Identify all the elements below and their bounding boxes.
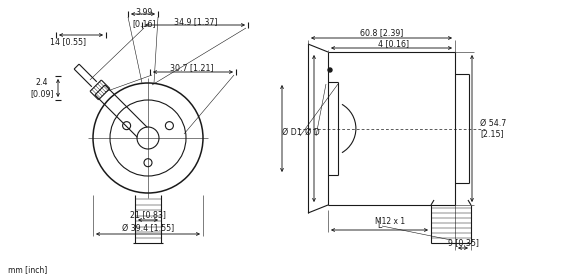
Text: Ø 39.4 [1.55]: Ø 39.4 [1.55]	[122, 225, 174, 234]
Text: 30.7 [1.21]: 30.7 [1.21]	[170, 64, 214, 73]
Text: M12 x 1: M12 x 1	[375, 218, 405, 227]
Text: Ø D1: Ø D1	[282, 128, 302, 136]
Text: 9 [0.35]: 9 [0.35]	[447, 239, 479, 247]
Text: 60.8 [2.39]: 60.8 [2.39]	[360, 28, 403, 37]
Text: 2.4
[0.09]: 2.4 [0.09]	[31, 78, 54, 98]
Text: L: L	[377, 220, 382, 230]
Text: 21 [0.83]: 21 [0.83]	[130, 210, 166, 220]
Text: 3.99
[0.16]: 3.99 [0.16]	[132, 8, 156, 28]
Text: 4 [0.16]: 4 [0.16]	[378, 40, 409, 49]
Text: 34.9 [1.37]: 34.9 [1.37]	[175, 18, 218, 27]
Text: mm [inch]: mm [inch]	[8, 266, 47, 275]
Text: Ø D: Ø D	[305, 128, 319, 136]
Text: 14 [0.55]: 14 [0.55]	[50, 37, 86, 47]
Circle shape	[328, 68, 332, 72]
Text: Ø 54.7
[2.15]: Ø 54.7 [2.15]	[480, 119, 506, 138]
